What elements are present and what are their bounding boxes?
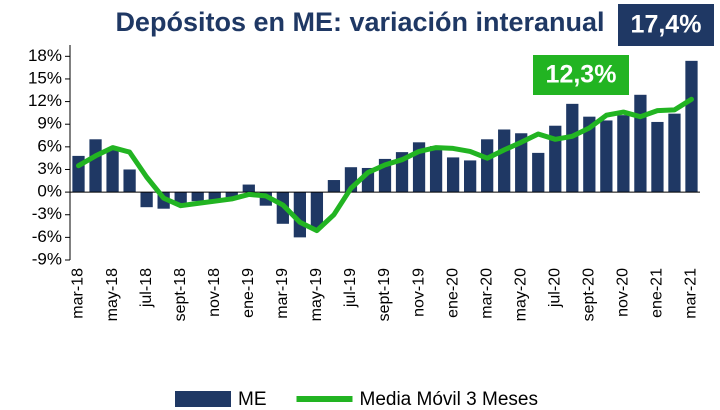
bar [498,129,511,193]
bar [140,192,153,208]
x-tick-label: nov-18 [206,268,223,317]
x-tick-label: mar-19 [274,268,291,319]
y-tick-label: 0% [37,182,62,201]
x-tick-label: ene-19 [240,268,257,318]
bar [549,125,562,193]
x-tick-label: mar-21 [683,268,700,319]
x-tick-label: mar-20 [478,268,495,319]
x-tick-label: sept-19 [376,268,393,321]
y-tick-label: 3% [37,159,62,178]
x-tick-label: sept-18 [172,268,189,321]
bar [515,133,528,193]
bar [685,60,698,193]
bar [651,121,664,193]
legend-label: Media Móvil 3 Meses [360,389,538,410]
bar [174,192,187,204]
x-tick-label: jul-18 [138,268,155,308]
bar [668,113,681,193]
bar [225,192,238,198]
bar [89,139,102,193]
x-tick-label: may-18 [104,268,121,321]
line [76,96,694,234]
x-tick-label: nov-20 [615,268,632,317]
bar [310,192,324,229]
bar [429,146,443,193]
legend-label: ME [238,389,267,410]
y-tick-label: -3% [32,204,62,223]
x-tick-label: ene-21 [649,268,666,318]
x-tick-label: jul-19 [342,268,359,308]
y-tick-label: 15% [28,68,62,87]
bar [106,148,119,193]
y-tick-label: -9% [32,249,62,268]
bar [566,103,579,193]
annotation-box [618,4,714,46]
x-tick-label: ene-20 [444,268,461,318]
x-tick-label: may-20 [512,268,529,321]
bar [532,152,545,193]
legend-swatch [175,391,231,407]
bar [242,184,255,193]
chart-title: Depósitos en ME: variación interanual [115,7,604,37]
annotation-box [533,55,629,95]
bar [464,160,477,193]
bar [583,116,596,193]
y-tick-label: 9% [37,114,62,133]
y-tick-label: 12% [28,91,62,110]
bar [617,115,630,193]
bar [123,169,136,193]
x-tick-label: nov-19 [410,268,427,317]
x-tick-label: sept-20 [581,268,598,321]
y-tick-label: -6% [32,227,62,246]
y-tick-label: 18% [28,46,62,65]
bar [634,94,647,193]
y-tick-label: 6% [37,136,62,155]
x-tick-label: may-19 [308,268,325,321]
bar [446,157,460,193]
annotation: 12,3% [546,61,617,89]
bar [327,180,341,193]
bar [481,139,494,193]
bar [600,120,613,193]
annotation: 17,4% [631,11,702,39]
x-tick-label: jul-20 [546,268,563,308]
x-tick-label: mar-18 [70,268,87,319]
bar [191,192,204,202]
bar [208,192,221,200]
